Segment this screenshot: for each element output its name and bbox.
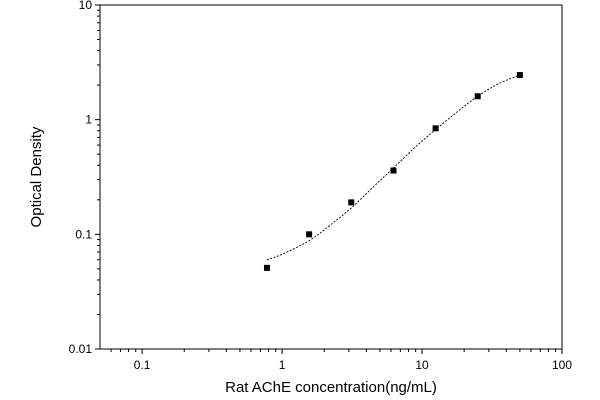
data-point: [390, 167, 397, 174]
x-tick-label: 10: [415, 358, 429, 372]
x-tick-label: 0.1: [134, 358, 151, 372]
x-tick-label: 1: [279, 358, 286, 372]
x-axis-title: Rat AChE concentration(ng/mL): [225, 379, 437, 396]
x-tick-labels: 0.1 1 10 100: [134, 358, 573, 372]
x-tick-label: 100: [552, 358, 572, 372]
data-point: [516, 72, 523, 79]
data-point: [306, 231, 313, 238]
data-point: [474, 93, 481, 100]
data-point: [432, 125, 439, 132]
data-point: [263, 264, 270, 271]
y-axis-title: Optical Density: [28, 126, 45, 227]
y-tick-label: 0.1: [75, 227, 92, 241]
y-tick-label: 10: [79, 0, 93, 12]
y-tick-labels: 0.01 0.1 1 10: [69, 0, 93, 356]
major-ticks: [95, 4, 563, 354]
minor-ticks: [97, 9, 557, 352]
y-tick-label: 1: [85, 113, 92, 127]
y-tick-label: 0.01: [69, 342, 93, 356]
plot-frame: [99, 4, 563, 350]
data-points: [263, 72, 523, 271]
data-point: [348, 199, 355, 206]
